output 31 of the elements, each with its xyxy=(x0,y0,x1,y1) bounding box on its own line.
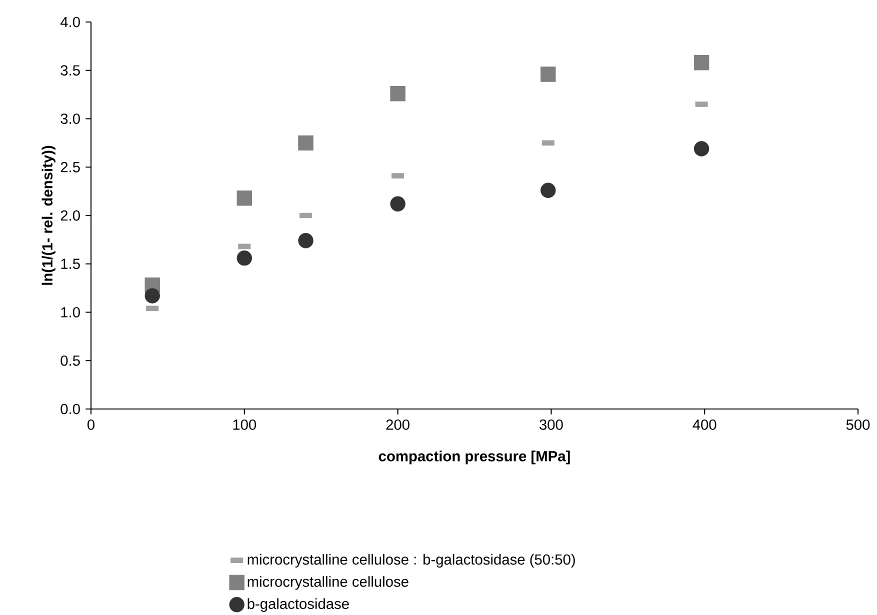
legend-label: microcrystalline cellulose xyxy=(248,576,408,590)
y-tick-label: 2.0 xyxy=(60,210,80,221)
point xyxy=(298,135,314,151)
x-tick-label: 0 xyxy=(87,420,94,430)
point xyxy=(390,86,406,102)
x-axis-title: compaction pressure [MPa] xyxy=(378,450,570,464)
point xyxy=(540,66,556,82)
point xyxy=(540,182,556,198)
point xyxy=(236,250,252,266)
x-tick-label: 500 xyxy=(846,420,870,430)
y-tick-label: 3.0 xyxy=(60,114,80,124)
y-tick-label: 0.0 xyxy=(60,404,80,414)
point xyxy=(298,233,314,248)
y-tick-label: 3.5 xyxy=(60,65,80,76)
y-tick-label: 2.5 xyxy=(60,162,80,172)
point xyxy=(236,190,252,206)
x-tick-label: 100 xyxy=(233,420,256,430)
x-tick-label: 400 xyxy=(692,420,716,430)
point xyxy=(390,196,406,212)
x-tick-label: 300 xyxy=(540,420,563,430)
x-tick-label: 200 xyxy=(386,420,410,430)
y-tick-label: 1.0 xyxy=(61,307,80,318)
y-tick-label: 4.0 xyxy=(60,16,80,28)
legend-label: b-galactosidase xyxy=(248,598,349,612)
point xyxy=(694,55,710,70)
y-tick-label: 1.5 xyxy=(61,258,80,269)
point xyxy=(144,288,160,304)
point xyxy=(694,141,710,156)
y-tick-label: 0.5 xyxy=(60,355,80,366)
legend-label: microcrystalline cellulose : b-galactosidase (50:50) xyxy=(248,554,575,568)
y-axis-title: ln(1/(1- rel. density)) xyxy=(42,146,56,285)
